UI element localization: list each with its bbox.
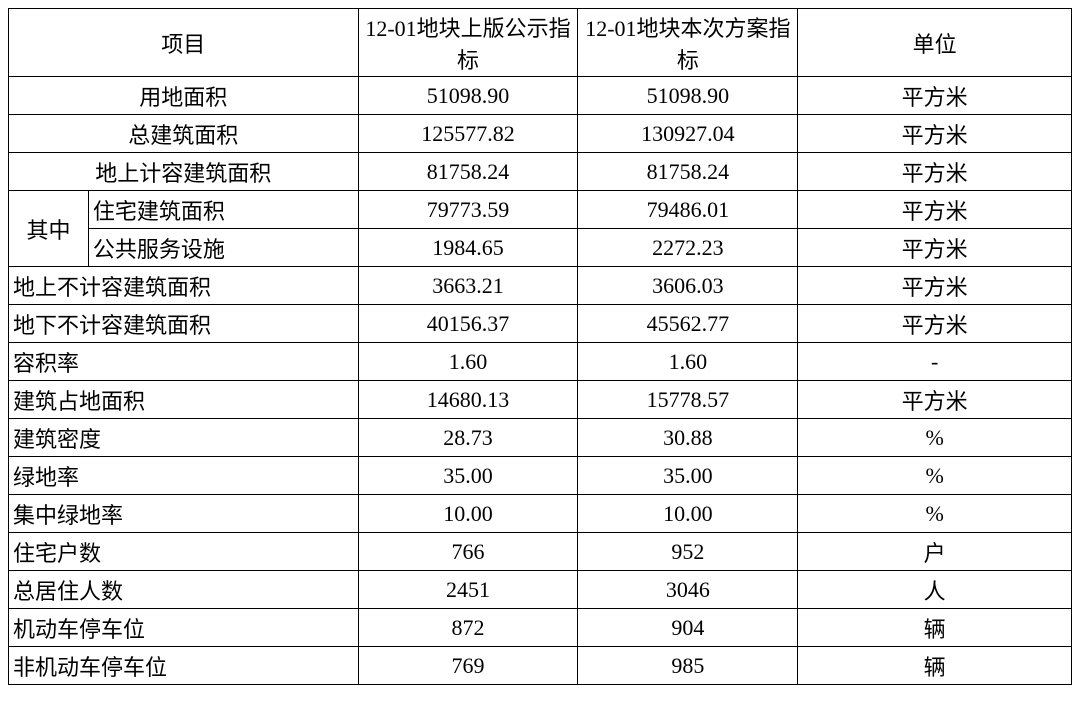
table-row: 总建筑面积 125577.82 130927.04 平方米 [9, 115, 1072, 153]
row-unit: 平方米 [798, 115, 1072, 153]
row-label: 容积率 [9, 343, 359, 381]
indicators-table: 项目 12-01地块上版公示指标 12-01地块本次方案指标 单位 用地面积 5… [8, 8, 1072, 685]
row-v2: 35.00 [578, 457, 798, 495]
row-v2: 30.88 [578, 419, 798, 457]
row-v1: 40156.37 [358, 305, 578, 343]
table-row: 集中绿地率 10.00 10.00 % [9, 495, 1072, 533]
row-v2: 81758.24 [578, 153, 798, 191]
row-v1: 1.60 [358, 343, 578, 381]
row-unit: 辆 [798, 609, 1072, 647]
table-row: 非机动车停车位 769 985 辆 [9, 647, 1072, 685]
row-v1: 35.00 [358, 457, 578, 495]
header-col1: 12-01地块上版公示指标 [358, 9, 578, 77]
table-row-sub: 其中 住宅建筑面积 79773.59 79486.01 平方米 [9, 191, 1072, 229]
row-label: 地上不计容建筑面积 [9, 267, 359, 305]
row-label: 用地面积 [9, 77, 359, 115]
row-v1: 2451 [358, 571, 578, 609]
table-row-sub: 公共服务设施 1984.65 2272.23 平方米 [9, 229, 1072, 267]
row-v2: 51098.90 [578, 77, 798, 115]
row-label: 建筑占地面积 [9, 381, 359, 419]
row-v1: 769 [358, 647, 578, 685]
row-v2: 3606.03 [578, 267, 798, 305]
row-label: 总建筑面积 [9, 115, 359, 153]
row-v1: 79773.59 [358, 191, 578, 229]
row-unit: - [798, 343, 1072, 381]
row-v2: 2272.23 [578, 229, 798, 267]
row-v2: 45562.77 [578, 305, 798, 343]
table-row: 用地面积 51098.90 51098.90 平方米 [9, 77, 1072, 115]
row-v2: 15778.57 [578, 381, 798, 419]
table-row: 地上计容建筑面积 81758.24 81758.24 平方米 [9, 153, 1072, 191]
row-v1: 14680.13 [358, 381, 578, 419]
row-unit: 平方米 [798, 153, 1072, 191]
group-label: 其中 [9, 191, 89, 267]
row-v2: 79486.01 [578, 191, 798, 229]
row-v2: 985 [578, 647, 798, 685]
row-unit: 平方米 [798, 229, 1072, 267]
row-label: 绿地率 [9, 457, 359, 495]
row-unit: % [798, 457, 1072, 495]
row-unit: 平方米 [798, 381, 1072, 419]
row-v2: 10.00 [578, 495, 798, 533]
row-v1: 766 [358, 533, 578, 571]
row-unit: % [798, 419, 1072, 457]
row-sub-label: 住宅建筑面积 [88, 191, 358, 229]
row-label: 地上计容建筑面积 [9, 153, 359, 191]
row-label: 地下不计容建筑面积 [9, 305, 359, 343]
table-row: 住宅户数 766 952 户 [9, 533, 1072, 571]
row-v2: 952 [578, 533, 798, 571]
row-v1: 3663.21 [358, 267, 578, 305]
header-unit: 单位 [798, 9, 1072, 77]
table-row: 建筑占地面积 14680.13 15778.57 平方米 [9, 381, 1072, 419]
row-v1: 10.00 [358, 495, 578, 533]
row-v2: 1.60 [578, 343, 798, 381]
table-row: 总居住人数 2451 3046 人 [9, 571, 1072, 609]
table-row: 容积率 1.60 1.60 - [9, 343, 1072, 381]
table-row: 建筑密度 28.73 30.88 % [9, 419, 1072, 457]
row-v1: 125577.82 [358, 115, 578, 153]
table-row: 地下不计容建筑面积 40156.37 45562.77 平方米 [9, 305, 1072, 343]
row-label: 总居住人数 [9, 571, 359, 609]
row-v2: 904 [578, 609, 798, 647]
row-label: 集中绿地率 [9, 495, 359, 533]
row-unit: 户 [798, 533, 1072, 571]
header-item: 项目 [9, 9, 359, 77]
header-col2: 12-01地块本次方案指标 [578, 9, 798, 77]
row-v2: 130927.04 [578, 115, 798, 153]
table-row: 机动车停车位 872 904 辆 [9, 609, 1072, 647]
row-unit: 平方米 [798, 305, 1072, 343]
row-v1: 28.73 [358, 419, 578, 457]
row-unit: 辆 [798, 647, 1072, 685]
row-v1: 1984.65 [358, 229, 578, 267]
row-v1: 81758.24 [358, 153, 578, 191]
row-v2: 3046 [578, 571, 798, 609]
row-unit: 平方米 [798, 77, 1072, 115]
row-sub-label: 公共服务设施 [88, 229, 358, 267]
row-label: 建筑密度 [9, 419, 359, 457]
row-unit: 平方米 [798, 191, 1072, 229]
row-unit: 平方米 [798, 267, 1072, 305]
row-label: 非机动车停车位 [9, 647, 359, 685]
table-row: 绿地率 35.00 35.00 % [9, 457, 1072, 495]
row-unit: % [798, 495, 1072, 533]
row-v1: 51098.90 [358, 77, 578, 115]
row-unit: 人 [798, 571, 1072, 609]
table-row: 地上不计容建筑面积 3663.21 3606.03 平方米 [9, 267, 1072, 305]
row-label: 住宅户数 [9, 533, 359, 571]
row-label: 机动车停车位 [9, 609, 359, 647]
table-header-row: 项目 12-01地块上版公示指标 12-01地块本次方案指标 单位 [9, 9, 1072, 77]
row-v1: 872 [358, 609, 578, 647]
